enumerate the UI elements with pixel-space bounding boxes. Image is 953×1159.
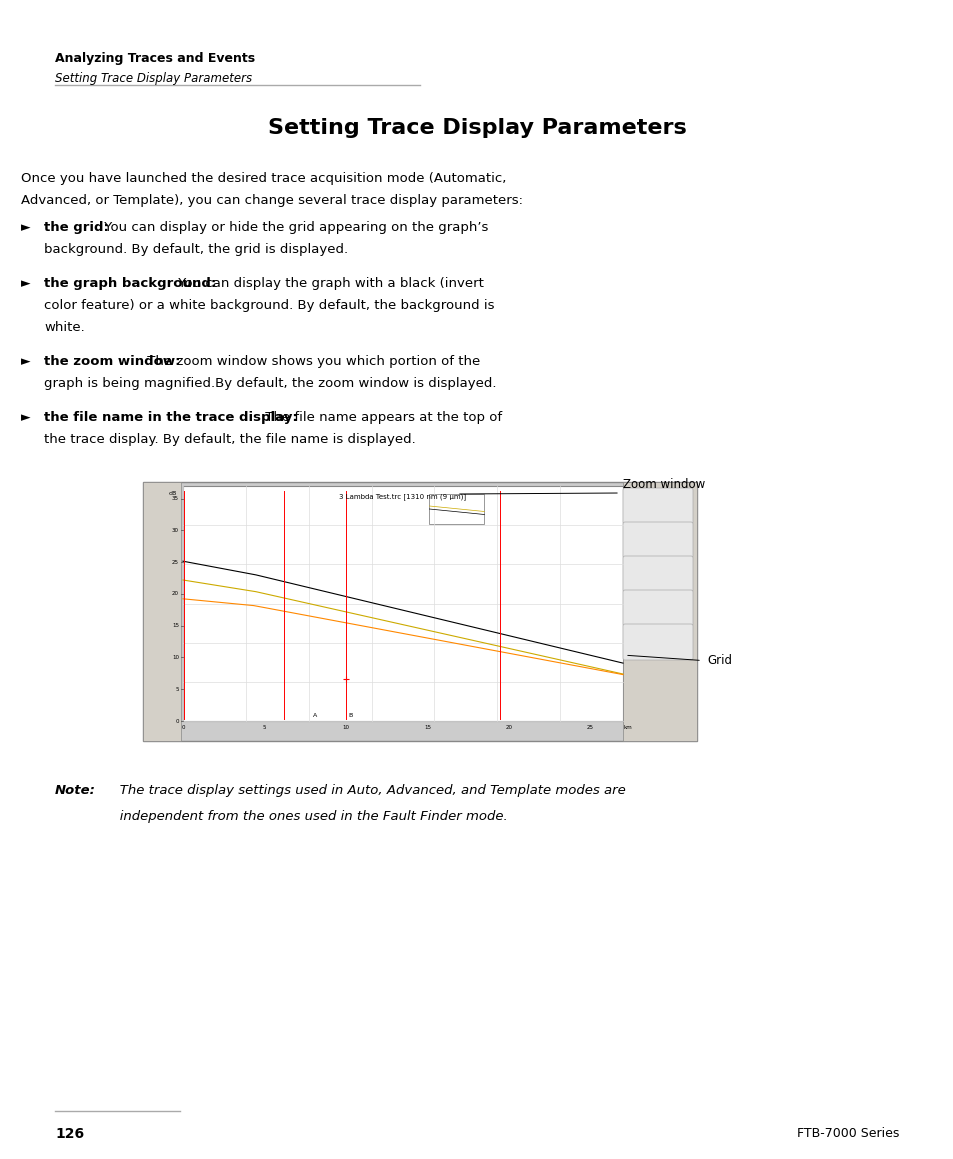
Text: A: A — [313, 713, 316, 717]
Text: Setting Trace Display Parameters: Setting Trace Display Parameters — [268, 118, 685, 138]
Text: Analyzing Traces and Events: Analyzing Traces and Events — [55, 52, 254, 65]
FancyBboxPatch shape — [183, 486, 622, 721]
Text: ►: ► — [21, 221, 30, 234]
Text: 15: 15 — [172, 624, 179, 628]
Text: the file name in the trace display:: the file name in the trace display: — [44, 411, 297, 424]
Text: 10: 10 — [342, 726, 349, 730]
Text: white.: white. — [44, 321, 85, 334]
Text: 25: 25 — [172, 560, 179, 564]
Text: The trace display settings used in Auto, Advanced, and Template modes are: The trace display settings used in Auto,… — [107, 783, 625, 797]
Text: 5: 5 — [262, 726, 266, 730]
FancyBboxPatch shape — [622, 590, 692, 626]
Text: Grid: Grid — [706, 654, 731, 666]
FancyBboxPatch shape — [622, 488, 692, 524]
Text: FTB-7000 Series: FTB-7000 Series — [796, 1127, 898, 1140]
Text: 15: 15 — [423, 726, 431, 730]
Text: 5: 5 — [175, 687, 179, 692]
FancyBboxPatch shape — [143, 482, 181, 741]
Text: The file name appears at the top of: The file name appears at the top of — [261, 411, 501, 424]
Text: Setting Trace Display Parameters: Setting Trace Display Parameters — [55, 72, 252, 85]
Text: the zoom window:: the zoom window: — [44, 355, 180, 369]
Text: Zoom window: Zoom window — [622, 478, 704, 491]
Text: ►: ► — [21, 355, 30, 369]
FancyBboxPatch shape — [622, 556, 692, 592]
Text: You can display or hide the grid appearing on the graph’s: You can display or hide the grid appeari… — [100, 221, 488, 234]
Text: the trace display. By default, the file name is displayed.: the trace display. By default, the file … — [44, 433, 416, 446]
FancyBboxPatch shape — [622, 624, 692, 659]
Text: color feature) or a white background. By default, the background is: color feature) or a white background. By… — [44, 299, 494, 312]
Text: graph is being magnified.By default, the zoom window is displayed.: graph is being magnified.By default, the… — [44, 377, 496, 389]
Text: 20: 20 — [172, 591, 179, 597]
Text: 20: 20 — [505, 726, 512, 730]
Text: 126: 126 — [55, 1127, 84, 1140]
FancyBboxPatch shape — [143, 482, 697, 741]
Text: the graph background:: the graph background: — [44, 277, 216, 290]
Text: 3 Lambda Test.trc [1310 nm (9 μm)]: 3 Lambda Test.trc [1310 nm (9 μm)] — [339, 493, 466, 500]
Text: Advanced, or Template), you can change several trace display parameters:: Advanced, or Template), you can change s… — [21, 194, 522, 207]
Text: 30: 30 — [172, 529, 179, 533]
FancyBboxPatch shape — [622, 522, 692, 557]
Text: 35: 35 — [172, 496, 179, 501]
Text: independent from the ones used in the Fault Finder mode.: independent from the ones used in the Fa… — [107, 810, 507, 823]
Text: dB: dB — [169, 491, 177, 496]
Text: The zoom window shows you which portion of the: The zoom window shows you which portion … — [143, 355, 480, 369]
Text: 10: 10 — [172, 655, 179, 659]
Text: B: B — [348, 713, 352, 717]
Text: ►: ► — [21, 277, 30, 290]
FancyBboxPatch shape — [429, 494, 484, 524]
Text: 25: 25 — [586, 726, 594, 730]
Text: ►: ► — [21, 411, 30, 424]
Text: Note:: Note: — [55, 783, 95, 797]
Text: km: km — [622, 726, 631, 730]
Text: 0: 0 — [175, 719, 179, 723]
Text: Once you have launched the desired trace acquisition mode (Automatic,: Once you have launched the desired trace… — [21, 172, 506, 185]
Text: the grid:: the grid: — [44, 221, 109, 234]
Text: 0: 0 — [181, 726, 185, 730]
Text: You can display the graph with a black (invert: You can display the graph with a black (… — [174, 277, 483, 290]
FancyBboxPatch shape — [622, 482, 697, 741]
Text: background. By default, the grid is displayed.: background. By default, the grid is disp… — [44, 243, 348, 256]
